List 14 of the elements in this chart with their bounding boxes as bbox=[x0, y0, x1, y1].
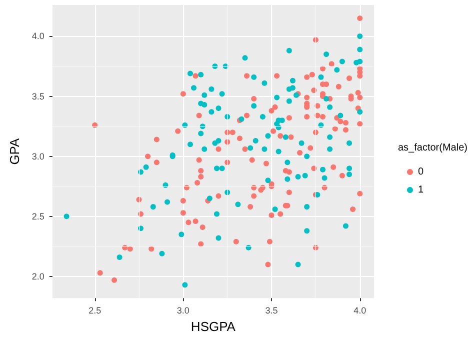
x-tick-label: 3.5 bbox=[265, 306, 278, 316]
x-tick-label: 2.5 bbox=[88, 306, 102, 316]
x-tick-label: 4.0 bbox=[354, 306, 366, 316]
x-tick-label: 3.0 bbox=[176, 306, 190, 316]
y-tick-label: 3.0 bbox=[32, 151, 44, 162]
y-tick-label: 4.0 bbox=[32, 31, 44, 42]
y-tick-label: 3.5 bbox=[32, 91, 44, 102]
legend-title: as_factor(Male) bbox=[398, 142, 468, 154]
legend-label: 0 bbox=[418, 166, 424, 178]
y-tick-label: 2.0 bbox=[32, 271, 44, 282]
legend-label: 1 bbox=[418, 184, 424, 196]
y-axis-title: GPA bbox=[7, 138, 22, 165]
x-axis-title: HSGPA bbox=[190, 319, 236, 334]
y-tick-label: 2.5 bbox=[32, 211, 44, 222]
